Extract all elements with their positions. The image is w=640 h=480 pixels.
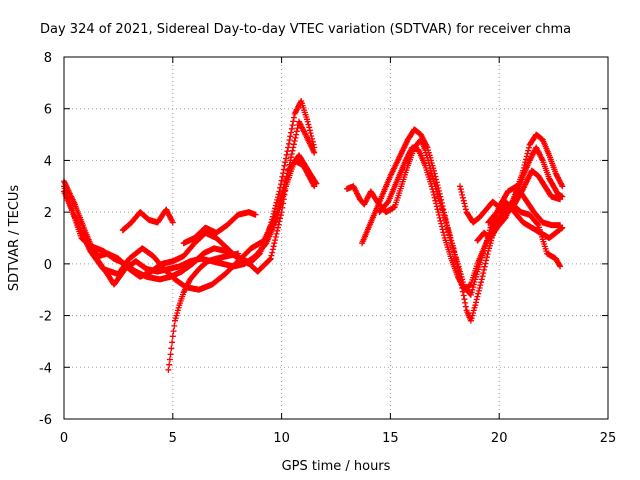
point-markers (180, 209, 259, 247)
grid-lines (64, 57, 608, 419)
x-axis-label: GPS time / hours (282, 459, 391, 474)
series-track-7 (165, 250, 242, 373)
y-tick-label: -4 (39, 361, 52, 376)
y-tick-label: 4 (44, 154, 52, 169)
point-markers (119, 206, 176, 234)
data-points (61, 98, 566, 373)
x-tick-label: 10 (273, 431, 290, 446)
series-track-13 (485, 198, 566, 241)
axis-ticks: 0 5 10 15 20 25 -6 -4 -2 0 2 4 6 8 (39, 51, 616, 446)
x-tick-label: 15 (382, 431, 399, 446)
y-tick-label: 0 (44, 258, 52, 273)
y-tick-label: 8 (44, 51, 52, 66)
series-track-11 (457, 167, 564, 226)
point-markers (474, 131, 566, 244)
x-tick-label: 20 (491, 431, 508, 446)
x-tick-label: 5 (169, 431, 177, 446)
y-tick-label: 2 (44, 206, 52, 221)
plot-frame (63, 56, 609, 420)
series-track-4 (87, 98, 318, 280)
y-tick-label: -2 (39, 310, 52, 325)
point-markers (485, 198, 566, 241)
x-tick-label: 25 (600, 431, 617, 446)
y-tick-label: 6 (44, 103, 52, 118)
y-axis-label: SDTVAR / TECUs (7, 185, 22, 292)
series-track-6 (180, 209, 259, 247)
x-tick-label: 0 (60, 431, 68, 446)
series-track-5 (119, 206, 176, 234)
point-markers (165, 250, 242, 373)
point-markers (457, 167, 564, 226)
chart-title: Day 324 of 2021, Sidereal Day-to-day VTE… (40, 22, 571, 37)
point-markers (87, 98, 318, 280)
series-track-12 (474, 131, 566, 244)
y-tick-label: -6 (39, 413, 52, 428)
